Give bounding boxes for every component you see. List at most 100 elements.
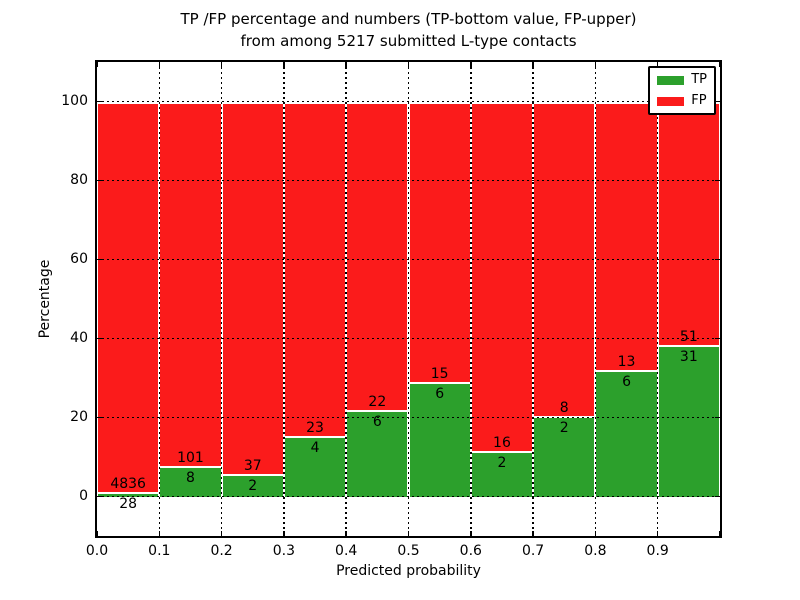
legend-label-fp: FP — [691, 93, 707, 108]
fp-bar-segment — [283, 101, 347, 438]
fp-count-label: 13 — [617, 353, 636, 370]
x-tick-mark — [283, 62, 285, 67]
x-gridline — [220, 62, 223, 536]
tp-count-label: 4 — [310, 439, 320, 456]
fp-count-label: 101 — [177, 449, 204, 466]
x-gridline — [656, 62, 659, 536]
x-tick-label: 0.0 — [85, 543, 109, 559]
x-tick-mark — [220, 62, 223, 67]
tp-count-label: 28 — [119, 496, 138, 513]
bar-column-0.8-0.9: 13 6 — [595, 62, 658, 536]
y-tick-mark — [715, 179, 720, 182]
x-gridline — [345, 62, 347, 536]
x-tick-mark — [283, 531, 285, 536]
x-tick-mark — [345, 62, 347, 67]
x-gridline — [283, 62, 285, 536]
tp-count-label: 6 — [435, 385, 445, 402]
legend: TP FP — [648, 66, 716, 115]
fp-bar-segment — [159, 101, 222, 468]
x-axis-label: Predicted probability — [336, 563, 481, 579]
x-tick-mark — [345, 531, 347, 536]
y-tick-label: 40 — [70, 329, 88, 346]
fp-color-swatch — [657, 96, 685, 106]
x-tick-label: 0.7 — [521, 543, 545, 559]
fp-bar-segment — [346, 101, 409, 412]
y-tick-mark — [715, 100, 720, 103]
bar-column-0.5-0.6: 15 6 — [408, 62, 471, 536]
x-tick-mark — [158, 531, 161, 536]
y-tick-mark — [97, 416, 102, 419]
tp-bar-segment — [595, 371, 658, 497]
y-axis-label: Percentage — [37, 259, 53, 339]
legend-label-tp: TP — [691, 72, 707, 87]
x-gridline — [470, 62, 472, 536]
y-tick-mark — [715, 258, 720, 261]
fp-count-label: 4836 — [110, 476, 146, 493]
x-tick-label: 0.3 — [272, 543, 296, 559]
y-tick-mark — [715, 337, 720, 340]
x-tick-mark — [407, 531, 410, 536]
chart-title-line2: from among 5217 submitted L-type contact… — [240, 32, 577, 50]
bar-column-0.3-0.4: 23 4 — [283, 62, 347, 536]
x-tick-mark — [220, 531, 223, 536]
y-tick-mark — [715, 495, 720, 498]
legend-item-fp: FP — [657, 93, 707, 109]
bar-column-0.0-0.1: 4836 28 — [97, 62, 160, 536]
x-tick-mark — [96, 531, 98, 536]
x-tick-mark — [719, 62, 721, 67]
fp-count-label: 16 — [493, 434, 511, 451]
x-tick-mark — [594, 531, 597, 536]
fp-count-label: 8 — [559, 399, 569, 416]
x-tick-mark — [158, 62, 161, 67]
chart-title: TP /FP percentage and numbers (TP-bottom… — [97, 8, 720, 52]
x-tick-label: 0.4 — [335, 543, 358, 559]
tp-count-label: 6 — [372, 413, 382, 430]
bar-column-0.2-0.3: 37 2 — [221, 62, 284, 536]
tp-count-label: 31 — [679, 349, 698, 366]
tp-count-label: 6 — [622, 373, 631, 390]
y-tick-mark — [97, 495, 102, 498]
x-tick-label: 0.2 — [210, 543, 233, 559]
tp-color-swatch — [657, 75, 685, 85]
bar-column-0.9-1.0: 5131 — [657, 62, 720, 536]
plot-area: TP FP 4836281018372234226156162821365131 — [95, 60, 722, 538]
fp-bar-segment — [657, 101, 720, 348]
tp-bar-segment — [533, 417, 596, 497]
fp-count-label: 51 — [658, 330, 720, 345]
fp-count-label: 23 — [306, 419, 324, 436]
y-tick-label: 20 — [70, 408, 88, 425]
y-tick-mark — [97, 258, 102, 261]
y-tick-mark — [97, 100, 102, 103]
x-tick-mark — [407, 62, 410, 67]
fp-count-label: 37 — [243, 458, 262, 475]
bar-column-0.4-0.5: 22 6 — [346, 62, 409, 536]
tp-count-label: 8 — [185, 469, 195, 486]
x-tick-mark — [656, 62, 659, 67]
y-tick-mark — [97, 337, 102, 340]
x-tick-mark — [719, 531, 721, 536]
x-gridline — [594, 62, 597, 536]
y-tick-label: 0 — [79, 487, 88, 504]
tp-count-label: 2 — [559, 419, 569, 436]
x-tick-label: 0.5 — [397, 543, 420, 559]
x-tick-mark — [470, 62, 472, 67]
x-tick-label: 0.6 — [459, 543, 482, 559]
y-tick-mark — [97, 179, 102, 182]
y-tick-label: 60 — [70, 250, 88, 267]
x-tick-mark — [532, 531, 534, 536]
fp-count-label: 22 — [368, 393, 387, 410]
x-tick-mark — [532, 62, 534, 67]
x-tick-label: 0.1 — [148, 543, 171, 559]
fp-bar-segment — [97, 101, 160, 495]
fp-bar-segment — [408, 101, 471, 384]
fp-count-label: 15 — [430, 365, 449, 382]
x-gridline — [407, 62, 410, 536]
x-gridline — [532, 62, 534, 536]
x-tick-label: 0.8 — [584, 543, 607, 559]
x-tick-label: 0.9 — [646, 543, 669, 559]
fp-bar-segment — [595, 101, 658, 372]
x-tick-mark — [656, 531, 659, 536]
y-tick-mark — [715, 416, 720, 419]
